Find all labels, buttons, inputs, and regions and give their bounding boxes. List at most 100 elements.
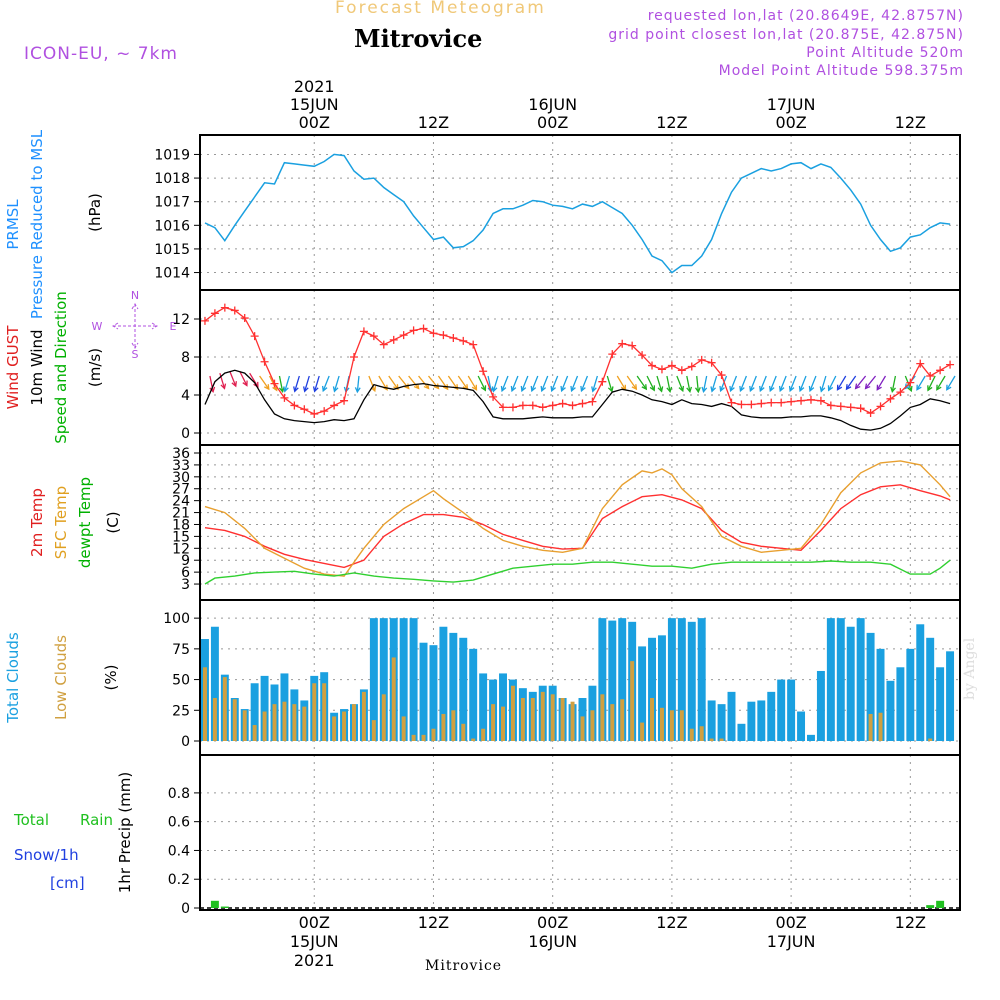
total-cloud-bar [618,618,627,741]
precip-legend-total: Total [13,811,49,829]
low-cloud-bar [610,704,615,741]
total-cloud-bar [459,637,468,741]
low-cloud-bar [650,698,655,741]
wind-arrow [865,375,877,389]
gust-marker [508,403,517,412]
low-cloud-bar [461,723,466,741]
top-time-label: 00Z [299,113,330,132]
wind-arrow-head [904,383,911,390]
gust-marker [946,360,955,369]
low-cloud-bar [371,720,376,741]
wind-arrow-head [540,385,547,393]
wind-arrow [799,375,807,392]
low-cloud-bar [232,699,237,741]
y-tick-label: 0 [181,734,190,750]
wind-arrow-head [854,383,861,390]
bottom-time-label: 12Z [656,913,687,932]
wind-arrow-head [423,383,430,390]
low-cloud-bar [530,698,535,741]
low-cloud-bar [381,694,386,741]
y-axis-label: SFC Temp [52,486,70,559]
wind-arrow [447,375,459,390]
gust-marker [200,316,209,325]
gust-marker [290,401,299,410]
top-year-label: 2021 [294,77,335,96]
total-cloud-bar [210,626,219,741]
wind-arrow-head [927,385,933,392]
y-tick-label: 1014 [154,266,190,282]
wind-arrow [278,375,284,392]
gust-marker [657,365,666,374]
precip-legend-unit: [cm] [50,874,85,892]
total-cloud-bar [638,646,647,741]
wind-arrow-head [890,386,896,394]
gust-marker [369,332,378,341]
total-cloud-bar [598,618,607,741]
bottom-date-label: 15JUN [290,932,339,951]
pressure-line [204,153,951,274]
low-cloud-bar [411,734,416,741]
gust-marker [320,407,329,416]
compass-south: S [132,348,139,361]
wind-arrow [531,375,539,392]
wind-arrow-head [749,385,755,393]
y-axis-label: 2m Temp [28,488,46,557]
wind-arrow-head [739,385,745,393]
wind-arrow [927,375,936,391]
total-cloud-bar [906,648,915,741]
wind-arrow [511,375,519,392]
low-cloud-bar [928,738,933,741]
y-tick-label: 18 [172,517,190,533]
gust-marker [340,396,349,405]
low-cloud-bar [401,716,406,741]
gust-marker [240,314,249,323]
low-cloud-bar [282,701,287,741]
total-cloud-bar [369,618,378,741]
total-cloud-bar [876,648,885,741]
wind-arrow-head [657,386,664,393]
gust-marker [210,309,219,318]
total-cloud-bar [429,645,438,741]
low-cloud-bar [590,710,595,741]
low-cloud-bar [312,683,317,741]
wind-arrow-head [580,385,586,393]
total-cloud-bar [379,618,388,741]
wind-arrow-head [253,381,259,389]
panel-frame [199,754,961,911]
total-cloud-bar [687,621,696,741]
total-cloud-bar [409,618,418,741]
gust-marker [697,355,706,364]
bottom-time-label: 00Z [775,913,806,932]
low-cloud-bar [361,691,366,741]
low-cloud-bar [481,728,486,741]
gust-marker [379,340,388,349]
gust-marker [359,327,368,336]
top-date-label: 17JUN [767,95,816,114]
total-cloud-bar [916,624,925,741]
top-time-label: 00Z [537,113,568,132]
wind-arrow-head [413,383,420,390]
y-tick-label: 0 [181,901,190,917]
dewpoint-line [204,559,951,585]
low-cloud-bar [491,704,496,741]
wind-gust-line [204,306,951,415]
top-time-label: 12Z [656,113,687,132]
total-cloud-bar [787,679,796,741]
gust-marker [747,400,756,409]
wind-arrow-head [836,384,843,391]
wind-arrow [729,375,738,392]
y-tick-label: 25 [172,703,190,719]
total-cloud-bar [608,620,617,741]
gust-marker [876,402,885,411]
wind-arrow-head [442,384,449,391]
gust-marker [499,403,508,412]
wind-arrow-head [710,386,717,393]
wind-arrow-head [641,384,648,391]
low-cloud-bar [441,713,446,741]
wind-arrow-head [530,385,537,393]
gust-marker [270,379,279,388]
wind-arrow-head [332,386,339,393]
wind-arrow-head [370,385,377,393]
low-cloud-bar [322,683,327,741]
